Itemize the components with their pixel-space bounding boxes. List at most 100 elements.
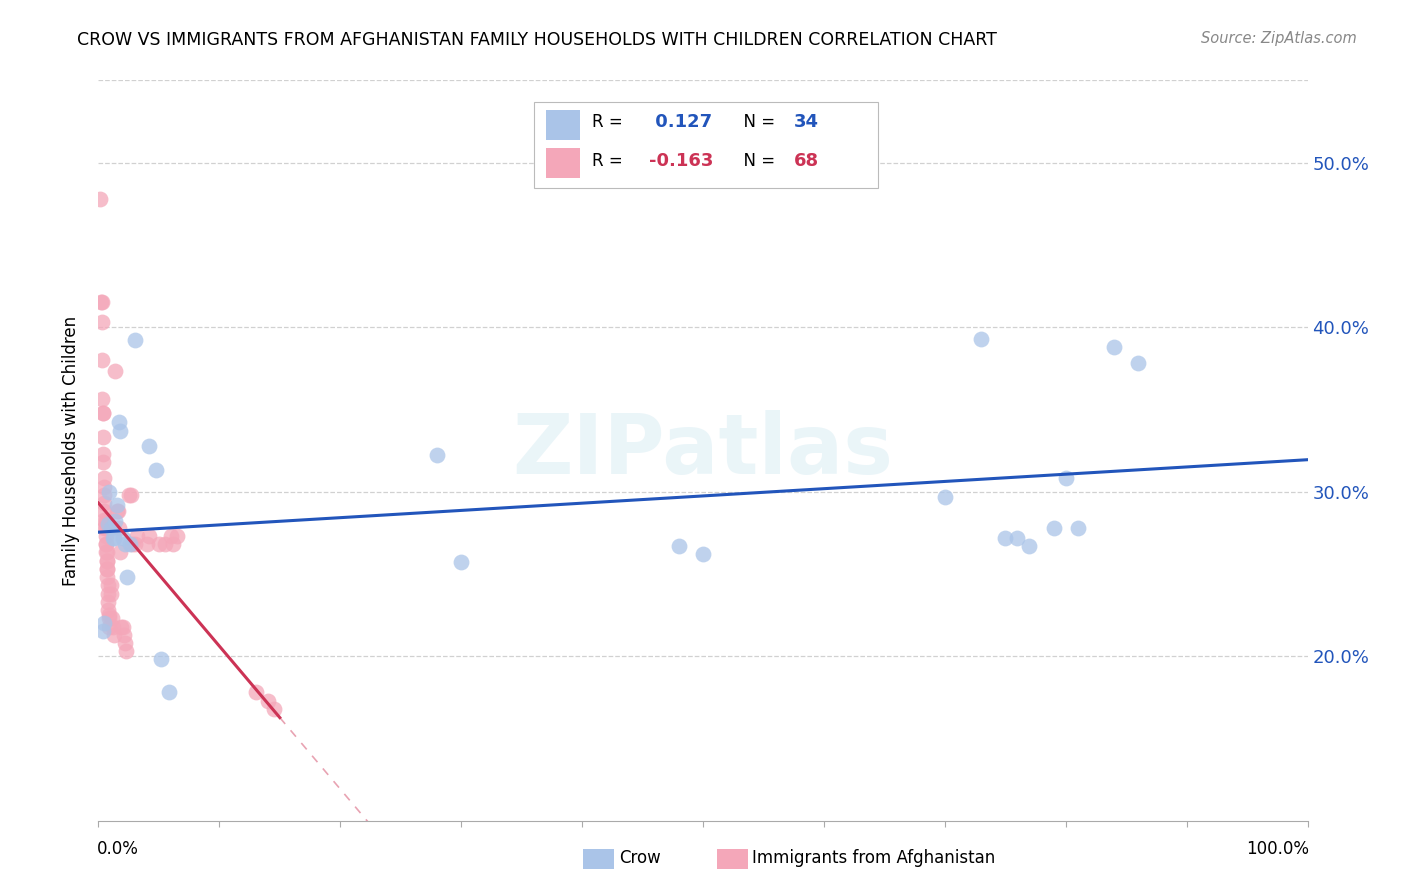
Point (1007, 531, 1029, 545)
Point (115, 644, 138, 658)
Point (93, 488, 115, 502)
Point (970, 332, 993, 346)
Point (91, 406, 114, 420)
Text: 0.0%: 0.0% (97, 840, 139, 858)
Point (91, 392, 114, 407)
Text: R =: R = (592, 152, 627, 170)
Point (93, 616, 115, 631)
Point (93, 496, 115, 510)
Text: Source: ZipAtlas.com: Source: ZipAtlas.com (1201, 31, 1357, 46)
Point (166, 529, 188, 543)
Point (100, 586, 122, 600)
Text: Immigrants from Afghanistan: Immigrants from Afghanistan (752, 849, 995, 867)
Text: CROW VS IMMIGRANTS FROM AFGHANISTAN FAMILY HOUSEHOLDS WITH CHILDREN CORRELATION : CROW VS IMMIGRANTS FROM AFGHANISTAN FAMI… (77, 31, 997, 49)
Point (107, 504, 129, 518)
Point (426, 449, 449, 463)
Point (150, 652, 173, 666)
Point (145, 463, 167, 477)
Text: Crow: Crow (619, 849, 661, 867)
Point (98, 619, 121, 633)
Point (121, 537, 143, 551)
Point (97, 578, 120, 592)
Point (96, 545, 118, 559)
Point (91, 447, 114, 461)
Point (91, 624, 114, 639)
Point (245, 685, 267, 699)
Point (100, 611, 122, 625)
Point (118, 488, 141, 502)
FancyBboxPatch shape (546, 148, 579, 178)
Point (1128, 356, 1150, 370)
Point (93, 521, 115, 535)
Point (994, 531, 1017, 545)
Text: N =: N = (734, 152, 780, 170)
Point (1054, 471, 1077, 485)
Text: ZIPatlas: ZIPatlas (513, 410, 893, 491)
Point (114, 537, 136, 551)
Point (111, 531, 134, 545)
Point (108, 545, 131, 559)
Point (668, 539, 690, 553)
Point (94, 529, 117, 543)
Point (94, 521, 117, 535)
Point (97, 595, 120, 609)
Text: 68: 68 (793, 152, 818, 170)
Point (93, 471, 115, 485)
Point (93, 480, 115, 494)
Point (148, 537, 170, 551)
Point (157, 685, 180, 699)
Point (108, 521, 131, 535)
Point (105, 498, 128, 512)
Point (118, 537, 141, 551)
Point (89, 192, 111, 206)
FancyBboxPatch shape (546, 110, 579, 139)
Point (692, 547, 714, 561)
Point (93, 512, 115, 526)
Point (91, 315, 114, 329)
Y-axis label: Family Households with Children: Family Households with Children (62, 316, 80, 585)
Point (98, 607, 121, 622)
Point (96, 570, 118, 584)
Point (97, 517, 120, 532)
Point (127, 529, 149, 543)
Text: R =: R = (592, 113, 627, 131)
Point (91, 455, 114, 469)
Point (124, 333, 146, 347)
Point (263, 702, 285, 716)
FancyBboxPatch shape (534, 103, 879, 187)
Point (1042, 521, 1064, 535)
Point (108, 416, 131, 430)
Point (160, 529, 183, 543)
Point (100, 521, 122, 535)
Point (96, 554, 118, 568)
Point (256, 693, 278, 707)
Point (94, 512, 117, 526)
Point (153, 537, 176, 551)
Point (98, 611, 121, 625)
Point (114, 636, 136, 650)
Point (101, 619, 124, 633)
Point (1102, 340, 1125, 354)
Point (1018, 539, 1040, 553)
Text: 0.127: 0.127 (648, 113, 711, 131)
Point (91, 295, 114, 310)
Point (112, 628, 135, 642)
Text: -0.163: -0.163 (648, 152, 713, 170)
Point (96, 562, 118, 576)
Point (100, 578, 122, 592)
Point (104, 364, 127, 378)
Point (138, 438, 160, 452)
Point (91, 353, 114, 368)
Point (97, 586, 120, 600)
Point (117, 570, 139, 584)
Point (105, 504, 128, 518)
Point (103, 531, 125, 545)
Point (98, 484, 121, 499)
Point (124, 537, 146, 551)
Point (110, 619, 132, 633)
Point (93, 504, 115, 518)
Point (91, 430, 114, 444)
Point (111, 619, 134, 633)
Point (96, 554, 118, 568)
Point (108, 424, 131, 438)
